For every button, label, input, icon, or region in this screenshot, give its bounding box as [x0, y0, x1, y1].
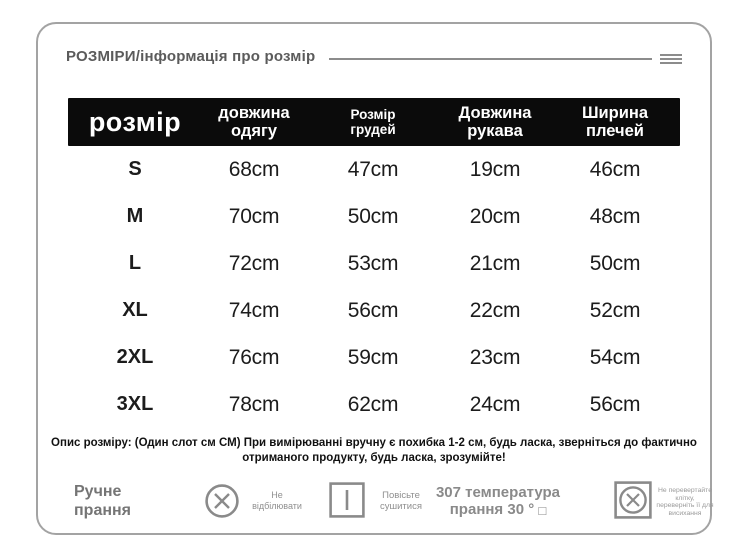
card-frame: РОЗМІРИ/інформація про розмір розмір дов… [36, 22, 714, 535]
column-header-size: розмір [88, 106, 182, 137]
column-header-line: Довжина [458, 103, 532, 122]
chest-cell: 56cm [347, 298, 399, 322]
wash-temperature-line: прання 30 ° □ [430, 501, 566, 518]
size-table: розмір довжина одягу Розмір грудей Довжи… [68, 98, 680, 428]
size-note-line: Опис розміру: (Один слот см СМ) При вимі… [51, 437, 697, 449]
chest-cell: 50cm [347, 204, 399, 228]
header-row: РОЗМІРИ/інформація про розмір [66, 46, 682, 66]
no-tumble-line: переверніть її для [656, 502, 714, 510]
shoulder-cell: 50cm [589, 251, 641, 275]
divider-line [329, 58, 652, 60]
table-row: S 68cm 47cm 19cm 46cm [68, 146, 680, 193]
menu-bar [660, 62, 682, 64]
table-row: L 72cm 53cm 21cm 50cm [68, 240, 680, 287]
column-header-line: плечей [586, 122, 644, 140]
garment-length-cell: 74cm [228, 298, 280, 322]
column-header-sleeve: Довжина рукава [440, 104, 550, 141]
column-header-line: Ширина [581, 103, 649, 122]
no-tumble-dry-icon [614, 481, 652, 519]
sleeve-cell: 22cm [469, 298, 521, 322]
size-note: Опис розміру: (Один слот см СМ) При вимі… [38, 436, 710, 466]
column-header-chest: Розмір грудей [306, 107, 440, 137]
wash-temperature-label: 307 температура прання 30 ° □ [430, 484, 566, 518]
table-header-row: розмір довжина одягу Розмір грудей Довжи… [68, 98, 680, 146]
sleeve-cell: 19cm [469, 157, 521, 181]
size-cell: L [128, 252, 142, 274]
shoulder-cell: 56cm [589, 392, 641, 416]
page-title: РОЗМІРИ/інформація про розмір [66, 47, 316, 65]
shoulder-cell: 48cm [589, 204, 641, 228]
sleeve-cell: 21cm [469, 251, 521, 275]
column-header-line: одягу [230, 122, 277, 140]
sleeve-cell: 20cm [469, 204, 521, 228]
hang-dry-line: сушитися [380, 501, 422, 512]
garment-length-cell: 72cm [228, 251, 280, 275]
sleeve-cell: 23cm [469, 345, 521, 369]
hang-dry-line: Повісьте [382, 490, 420, 501]
shoulder-cell: 46cm [589, 157, 641, 181]
no-bleach-line: Не [271, 490, 283, 500]
size-cell: S [128, 158, 142, 180]
table-row: M 70cm 50cm 20cm 48cm [68, 193, 680, 240]
wash-temperature-line: 307 температура [435, 484, 561, 501]
no-bleach-line: відбілювати [252, 501, 302, 511]
hand-wash-line: прання [74, 502, 131, 519]
column-header-line: Розмір [350, 106, 396, 122]
care-instructions-row: Ручне прання Не відбілювати [38, 478, 714, 530]
table-row: XL 74cm 56cm 22cm 52cm [68, 287, 680, 334]
menu-bar [660, 54, 682, 56]
garment-length-cell: 76cm [228, 345, 280, 369]
size-cell: 3XL [116, 393, 154, 415]
no-tumble-line: Не перевертайте [658, 487, 712, 494]
size-note-line: отриманого продукту, будь ласка, зрозумі… [242, 452, 506, 464]
chest-cell: 47cm [347, 157, 399, 181]
column-header-line: рукава [467, 122, 523, 140]
shoulder-cell: 52cm [589, 298, 641, 322]
column-header-garment-length: довжина одягу [202, 104, 306, 141]
garment-length-cell: 70cm [228, 204, 280, 228]
size-cell: XL [122, 299, 148, 321]
table-row: 2XL 76cm 59cm 23cm 54cm [68, 334, 680, 381]
wash-temperature-text: прання 30 ° [449, 501, 535, 518]
chest-cell: 53cm [347, 251, 399, 275]
hang-dry-icon [329, 482, 365, 518]
column-header-shoulder: Ширина плечей [550, 104, 680, 141]
shoulder-cell: 54cm [589, 345, 641, 369]
no-bleach-icon [204, 483, 240, 519]
column-header-line: довжина [218, 103, 290, 122]
chest-cell: 59cm [347, 345, 399, 369]
no-tumble-line: клітку, [675, 494, 695, 502]
garment-length-cell: 78cm [228, 392, 280, 416]
sleeve-cell: 24cm [469, 392, 521, 416]
garment-length-cell: 68cm [228, 157, 280, 181]
table-row: 3XL 78cm 62cm 24cm 56cm [68, 381, 680, 428]
size-cell: 2XL [116, 346, 154, 368]
missing-glyph-box: □ [538, 503, 547, 518]
column-header-line: грудей [350, 122, 396, 137]
chest-cell: 62cm [347, 392, 399, 416]
hang-dry-label: Повісьте сушитися [369, 490, 433, 512]
menu-bar [660, 58, 682, 60]
triple-line-icon [660, 54, 682, 64]
hand-wash-label: Ручне прання [74, 482, 131, 520]
no-bleach-label: Не відбілювати [238, 490, 316, 512]
no-tumble-line: висихання [668, 509, 702, 517]
size-cell: M [126, 205, 144, 227]
hand-wash-line: Ручне [74, 483, 122, 500]
no-tumble-dry-label: Не перевертайте клітку, переверніть її д… [650, 487, 720, 517]
